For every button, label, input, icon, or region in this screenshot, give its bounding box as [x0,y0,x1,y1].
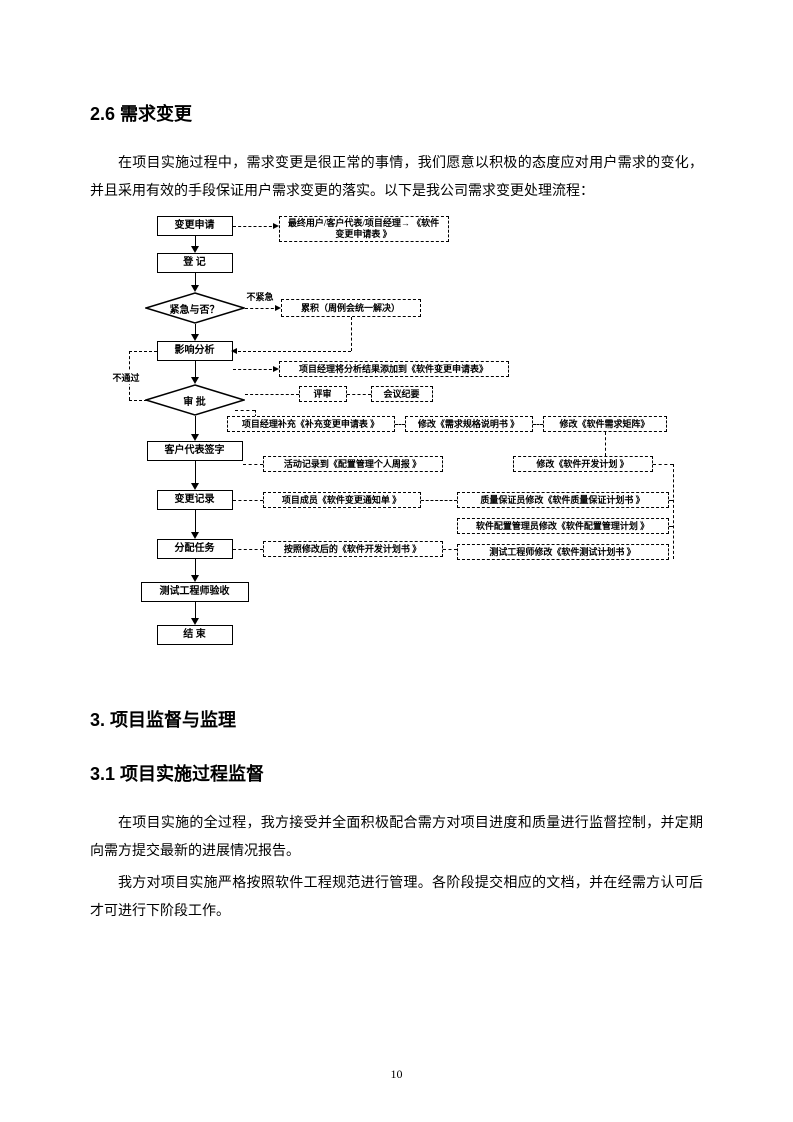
edge-dash [605,432,606,456]
edge-dash [443,549,457,550]
edge-dash [235,410,255,411]
edge-dash [653,464,673,465]
arrow-icon [191,434,199,441]
label-not-urgent: 不紧急 [245,290,276,303]
node-sign: 客户代表签字 [147,441,243,461]
note-record: 项目成员《软件变更通知单 》 [263,492,421,508]
heading-3-1: 3.1 项目实施过程监督 [90,760,703,786]
edge-dash [129,400,147,401]
node-urgent: 紧急与否？ [145,292,245,324]
arrow-icon [191,246,199,253]
edge [195,461,196,485]
note-mod-spec: 修改《需求规格说明书 》 [405,416,533,432]
edge-dash [245,394,299,395]
arrow-icon [191,532,199,539]
note-mod-plan: 修改《软件开发计划 》 [513,456,653,472]
arrow-icon [231,348,237,354]
node-urgent-label: 紧急与否？ [170,301,220,316]
edge-dash [669,526,673,527]
edge-dash [351,317,352,351]
edge-dash [233,549,263,550]
edge-dash [129,351,157,352]
edge [195,510,196,534]
node-record: 变更记录 [157,490,233,510]
edge-dash [347,394,371,395]
node-verify: 测试工程师验收 [141,582,249,602]
edge-dash [673,464,674,559]
node-assign: 分配任务 [157,539,233,559]
edge-dash [533,424,543,425]
note-qa: 质量保证员修改《软件质量保证计划书 》 [457,492,669,508]
heading-2-6: 2.6 需求变更 [90,100,703,126]
note-apply: 最终用户/客户代表/项目经理→ 《软件变更申请表 》 [279,216,449,242]
note-sign: 活动记录到《配置管理个人周报 》 [263,456,443,472]
arrow-icon [191,377,199,384]
note-cm: 软件配置管理员修改《软件配置管理计划 》 [457,518,669,534]
arrow-icon [191,483,199,490]
edge-dash [395,424,405,425]
para-2-6: 在项目实施过程中，需求变更是很正常的事情，我们愿意以积极的态度应对用户需求的变化… [90,150,703,206]
arrow-icon [191,618,199,625]
para-3-1b: 我方对项目实施严格按照软件工程规范进行管理。各阶段提交相应的文档，并在经需方认可… [90,870,703,926]
arrow-icon [191,575,199,582]
note-minutes: 会议纪要 [371,386,433,402]
note-review: 评审 [299,386,347,402]
arrow-icon [191,285,199,292]
edge-dash [233,369,277,370]
node-apply: 变更申请 [157,216,233,236]
node-impact: 影响分析 [157,341,233,361]
flowchart-container: 变更申请 登 记 紧急与否？ 影响分析 审 批 客户代表签字 变更记录 [90,216,703,666]
para-3-1a: 在项目实施的全过程，我方接受并全面积极配合需方对项目进度和质量进行监督控制，并定… [90,810,703,866]
arrow-icon [191,334,199,341]
label-not-pass: 不通过 [111,371,142,384]
edge-dash [233,226,277,227]
edge-dash [245,308,279,309]
flowchart: 变更申请 登 记 紧急与否？ 影响分析 审 批 客户代表签字 变更记录 [117,216,677,666]
heading-3: 3. 项目监督与监理 [90,706,703,732]
edge-dash [233,500,263,501]
edge-dash [669,500,673,501]
note-impact: 项目经理将分析结果添加到《软件变更申请表》 [279,361,509,377]
edge-dash [233,351,351,352]
node-register: 登 记 [157,253,233,273]
note-test: 测试工程师修改《软件测试计划书 》 [457,544,669,560]
node-end: 结 束 [157,625,233,645]
edge-dash [421,500,457,501]
node-approve: 审 批 [145,384,245,416]
note-approve: 项目经理补充《补充变更申请表 》 [227,416,395,432]
node-approve-label: 审 批 [183,393,206,408]
edge [195,416,196,436]
note-mod-matrix: 修改《软件需求矩阵》 [543,416,667,432]
note-urgent: 累积（周例会统一解决） [281,299,421,317]
edge-dash [243,464,263,465]
page-number: 10 [391,1067,403,1082]
note-assign: 按照修改后的《软件开发计划书 》 [263,541,443,557]
